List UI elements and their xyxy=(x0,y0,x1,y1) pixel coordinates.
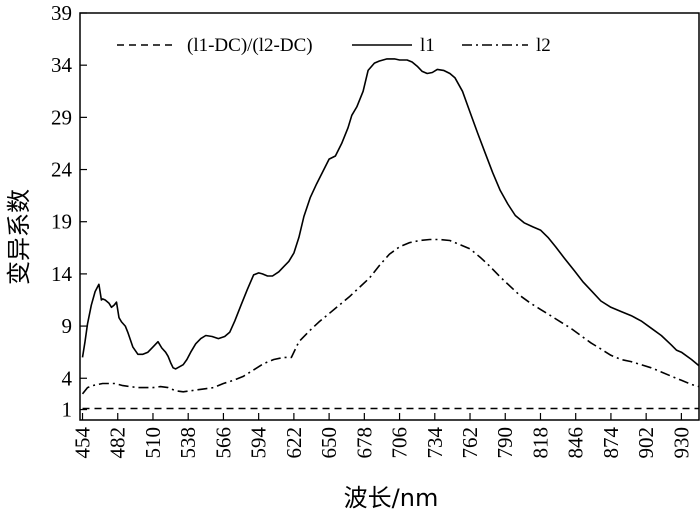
x-tick-label: 734 xyxy=(423,427,447,459)
x-tick-label: 902 xyxy=(634,427,658,459)
series-line-2 xyxy=(81,58,700,370)
x-tick-label: 482 xyxy=(106,427,130,459)
legend-label-2: l1 xyxy=(420,35,435,56)
y-tick-label: 29 xyxy=(51,105,72,129)
y-axis-title: 变异系数 xyxy=(5,189,33,285)
y-tick-label: 4 xyxy=(62,366,73,390)
legend-label-3: l2 xyxy=(536,35,551,56)
x-tick-label: 874 xyxy=(599,427,623,459)
y-tick-label: 34 xyxy=(51,53,73,77)
y-tick-label: 24 xyxy=(51,158,73,182)
x-tick-label: 790 xyxy=(493,427,517,459)
x-tick-label: 594 xyxy=(247,427,271,459)
x-tick-label: 678 xyxy=(352,427,376,459)
x-tick-label: 566 xyxy=(211,427,235,459)
x-tick-label: 622 xyxy=(282,427,306,459)
x-tick-label: 454 xyxy=(71,427,95,459)
x-tick-label: 762 xyxy=(458,427,482,459)
x-tick-label: 510 xyxy=(141,427,165,459)
x-axis-title: 波长/nm xyxy=(344,484,439,512)
x-tick-label: 818 xyxy=(528,427,552,459)
plot-frame xyxy=(79,12,700,421)
x-tick-label: 706 xyxy=(388,427,412,459)
y-tick-label: 39 xyxy=(51,1,72,25)
x-tick-label: 930 xyxy=(669,427,693,459)
x-tick-label: 650 xyxy=(317,427,341,459)
y-tick-label: 1 xyxy=(62,398,73,422)
x-tick-label: 846 xyxy=(564,427,588,459)
y-tick-label: 19 xyxy=(51,210,72,234)
series-line-3 xyxy=(81,238,700,395)
y-tick-label: 14 xyxy=(51,262,73,286)
legend-label-1: (l1-DC)/(l2-DC) xyxy=(187,35,313,56)
y-tick-label: 9 xyxy=(62,314,73,338)
x-tick-label: 538 xyxy=(176,427,200,459)
